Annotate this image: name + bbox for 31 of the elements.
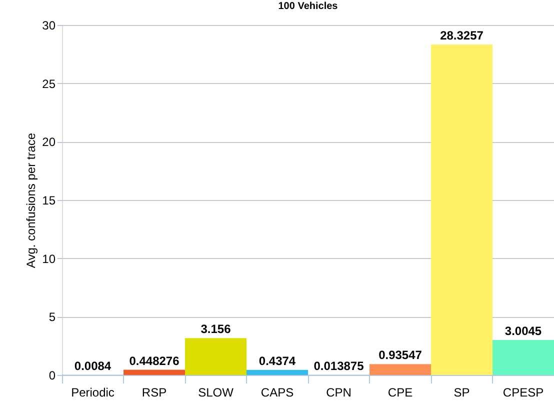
x-tick-label: RSP [142,386,167,400]
y-tick-label: 15 [42,194,56,208]
data-label: 0.93547 [378,348,422,362]
y-tick-label: 0 [48,368,56,382]
bar [492,340,554,375]
x-tick-label: SP [454,386,470,400]
data-label: 0.4374 [258,354,296,368]
bar [124,370,185,375]
chart-title: 100 Vehicles [278,1,338,12]
bar [431,44,492,375]
data-label: 0.013875 [314,358,364,373]
data-label: 0.0084 [74,358,112,373]
y-tick-label: 20 [42,135,56,150]
data-label: 3.0045 [504,324,542,338]
x-tick-label: CAPS [260,386,294,400]
x-tick-label: CPN [326,386,352,400]
y-axis-title: Avg. confusions per trace [24,132,38,268]
y-tick-label: 5 [48,310,56,324]
data-label: 28.3257 [440,28,484,43]
x-tick-label: CPE [388,386,413,400]
y-tick-label: 30 [42,18,56,32]
bar [370,364,431,375]
bar [185,338,246,375]
x-tick-label: SLOW [198,386,234,400]
x-tick-label: CPESP [502,386,544,400]
x-tick-label: Periodic [71,386,114,400]
data-label: 0.448276 [129,354,180,368]
y-tick-label: 10 [42,252,56,266]
data-label: 3.156 [200,322,232,336]
bar [246,370,308,375]
y-tick-label: 25 [42,76,56,91]
